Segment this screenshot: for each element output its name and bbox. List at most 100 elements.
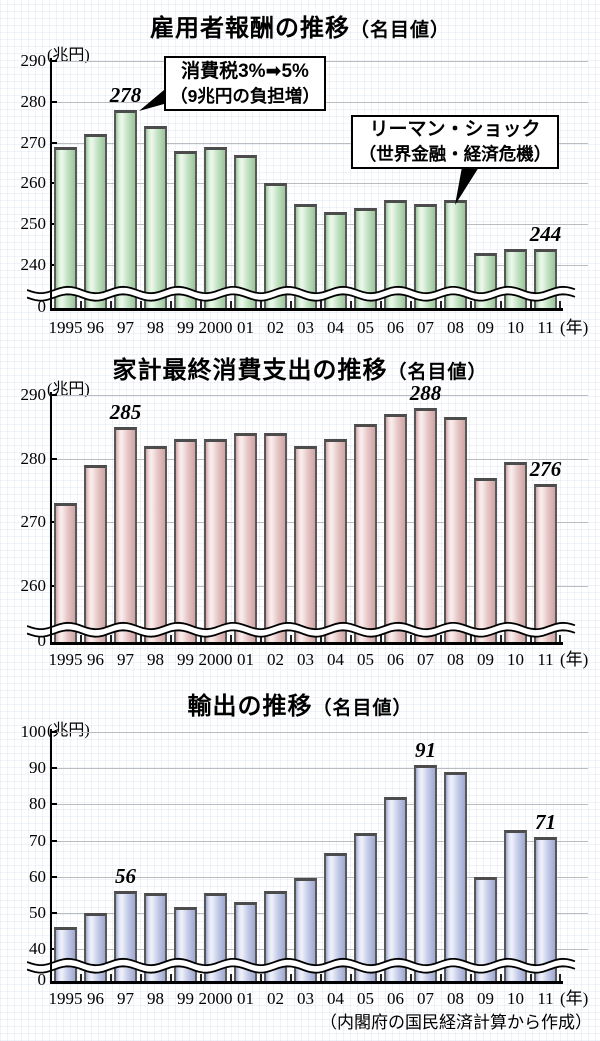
bar-04 [324, 439, 347, 644]
bar-97 [114, 891, 137, 983]
x-axis-tick [439, 635, 442, 642]
x-axis-tick [139, 974, 142, 981]
x-axis-tick [379, 974, 382, 981]
bar-1995 [54, 502, 77, 644]
chart-title: 家計最終消費支出の推移（名目値） [0, 350, 600, 385]
y-tick-label: 70 [29, 830, 46, 850]
y-tick-label: 280 [20, 448, 47, 468]
bar-06 [384, 199, 407, 310]
chart-employee-compensation: 雇用者報酬の推移（名目値） (兆円) 290 280 270 260 250 240 0 199… [0, 0, 600, 345]
value-label-71: 71 [535, 809, 556, 834]
x-axis-tick [109, 974, 112, 981]
chart-title-text: 雇用者報酬の推移 [149, 15, 350, 42]
chart-title-suffix: （名目値） [349, 20, 450, 41]
x-axis-line [50, 308, 563, 311]
y-axis-tick [50, 182, 57, 185]
chart-title-suffix: （名目値） [387, 362, 488, 383]
x-axis-tick [439, 301, 442, 308]
x-tick-label: 01 [237, 318, 254, 337]
bar-1995 [54, 146, 77, 310]
x-tick-label: 98 [147, 318, 164, 337]
gridline [50, 949, 588, 951]
zero-label: 0 [37, 297, 47, 316]
callout-box-1: 消費税3%➡5% （9兆円の負担増） [164, 56, 326, 111]
x-axis-tick [199, 974, 202, 981]
callout-line2: （9兆円の負担増） [170, 85, 320, 106]
x-axis-tick [499, 301, 502, 308]
x-axis-tick [79, 974, 82, 981]
x-axis-tick [529, 301, 532, 308]
y-axis-tick [50, 457, 57, 460]
gridline [50, 840, 588, 842]
y-axis-tick [50, 584, 57, 587]
gridline [50, 265, 588, 266]
x-tick-label: 96 [87, 318, 104, 337]
gridline [50, 585, 588, 587]
bar-02 [264, 433, 287, 644]
bar-05 [354, 423, 377, 644]
y-axis-tick [50, 731, 57, 733]
chart-exports: 輸出の推移（名目値） (兆円) 100 90 80 70 60 50 40 0 1995 96 97 9… [0, 680, 600, 1041]
bar-09 [474, 252, 497, 310]
x-tick-label: 06 [387, 989, 404, 1008]
x-axis-tick [169, 635, 172, 642]
x-axis-tick [469, 974, 472, 981]
x-axis-tick [559, 635, 561, 642]
x-axis-tick [319, 635, 322, 642]
x-tick-label: 06 [387, 650, 404, 669]
gridline [50, 522, 588, 523]
y-axis-line [50, 392, 52, 644]
y-axis-tick [50, 875, 57, 878]
bar-97 [114, 109, 137, 310]
bar-05 [354, 833, 377, 983]
bar-2000 [204, 439, 227, 644]
y-axis-tick [50, 60, 57, 62]
y-tick-label: 100 [20, 722, 47, 741]
y-tick-label: 90 [29, 758, 46, 778]
x-tick-label: 99 [177, 318, 194, 337]
x-tick-label: 97 [117, 989, 134, 1008]
x-tick-label: 01 [237, 989, 254, 1008]
y-axis-tick [50, 767, 57, 770]
x-tick-label: 1995 [48, 650, 83, 669]
x-axis-tick [379, 635, 382, 642]
x-tick-label: 09 [477, 989, 494, 1008]
year-axis-suffix: (年) [560, 989, 589, 1008]
x-tick-label: 04 [327, 318, 344, 337]
y-axis-tick [50, 223, 57, 226]
x-axis-tick [199, 635, 202, 642]
bar-07 [414, 203, 437, 310]
x-tick-label: 96 [87, 989, 104, 1008]
y-axis-tick [50, 911, 57, 914]
y-tick-label: 260 [20, 173, 47, 193]
bar-07 [414, 764, 437, 983]
bar-99 [174, 907, 197, 983]
value-label-288: 288 [409, 380, 442, 405]
page-title: 雇用者報酬の推移（名目値） [0, 8, 600, 43]
gridline [50, 732, 588, 733]
bar-02 [264, 891, 287, 983]
x-axis-tick [109, 635, 112, 642]
x-tick-label: 09 [477, 318, 494, 337]
x-axis-tick [409, 301, 412, 308]
x-axis-tick [469, 301, 472, 308]
x-axis-tick [499, 974, 502, 981]
unit-label: (兆円) [47, 47, 90, 64]
x-tick-label: 08 [447, 318, 464, 337]
bar-11 [534, 248, 557, 310]
callout-line1: 消費税3%➡5% [181, 60, 309, 82]
x-tick-label: 05 [357, 318, 374, 337]
x-tick-label: 99 [177, 989, 194, 1008]
x-tick-label: 02 [267, 989, 284, 1008]
value-label-276: 276 [529, 456, 562, 481]
x-tick-label: 03 [297, 989, 314, 1008]
y-tick-label: 270 [20, 132, 47, 152]
source-caption: （内閣府の国民経済計算から作成） [320, 1013, 592, 1032]
x-axis-tick [319, 974, 322, 981]
bar-08 [444, 771, 467, 983]
bar-11 [534, 836, 557, 983]
bar-96 [84, 134, 107, 310]
x-axis-tick [229, 635, 232, 642]
callout-line2: （世界金融・経済危機） [358, 144, 552, 164]
